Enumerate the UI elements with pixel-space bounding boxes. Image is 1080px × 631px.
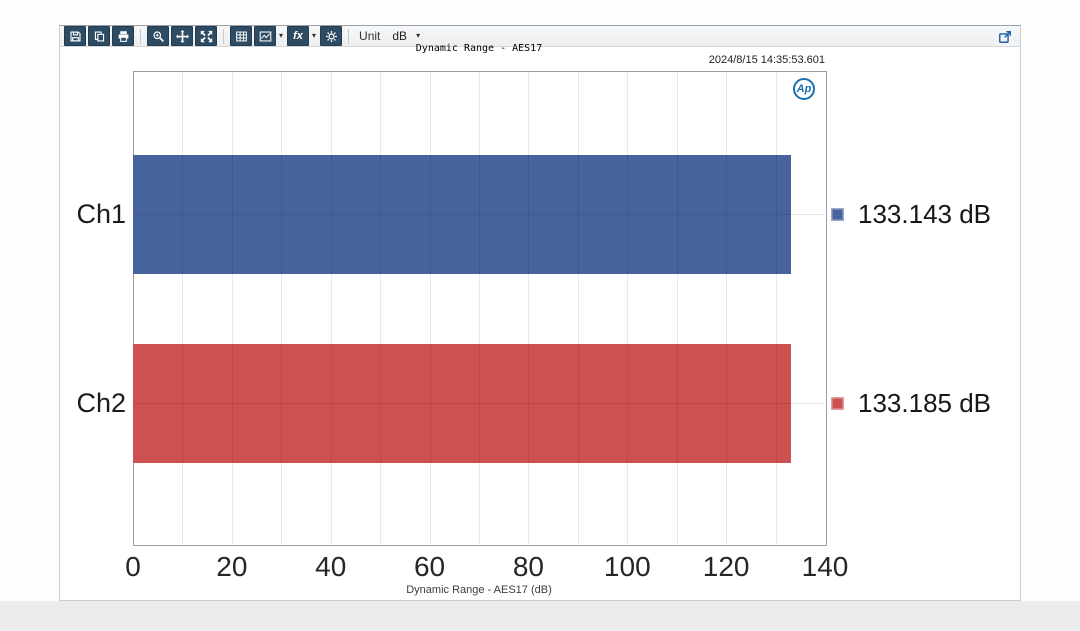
fit-to-window-button[interactable] [195, 26, 217, 46]
toolbar-separator [223, 28, 224, 44]
function-button[interactable]: fx [287, 26, 310, 46]
x-tick-label: 140 [801, 551, 849, 582]
timestamp: 2024/8/15 14:35:53.601 [708, 54, 825, 66]
gridline-vertical [479, 71, 480, 544]
x-axis-title: Dynamic Range - AES17 (dB) [406, 584, 552, 596]
graph-title: Dynamic Range - AES17 [415, 43, 543, 54]
pan-button[interactable] [171, 26, 193, 46]
gridline-vertical [528, 71, 530, 544]
print-button[interactable] [112, 26, 134, 46]
x-tick-label: 0 [125, 551, 141, 582]
gridline-vertical [726, 71, 728, 544]
function-dropdown-caret[interactable]: ▾ [312, 31, 317, 40]
gridline-vertical [330, 71, 332, 544]
plot-area[interactable] [133, 71, 827, 546]
gridline-vertical [627, 71, 629, 544]
unit-dropdown-caret: ▾ [416, 31, 421, 40]
gridline-vertical [676, 71, 678, 544]
gridline-vertical [429, 71, 431, 544]
legend-value-ch2: 133.185 dB [858, 388, 992, 418]
open-in-new-window-button[interactable] [995, 28, 1015, 46]
settings-button[interactable] [320, 26, 343, 46]
x-tick-label: 100 [603, 551, 651, 582]
zoom-button[interactable] [147, 26, 169, 46]
open-in-new-icon [999, 31, 1011, 43]
graph-type-button[interactable] [254, 26, 276, 46]
category-label-ch2: Ch2 [76, 388, 126, 418]
fx-icon: fx [293, 30, 303, 42]
unit-value: dB [392, 29, 408, 43]
category-label-ch1: Ch1 [76, 199, 126, 229]
legend-marker-ch2 [831, 397, 844, 410]
gridline-vertical [577, 71, 579, 544]
graph-type-dropdown-caret[interactable]: ▾ [279, 31, 284, 40]
bottom-strip [0, 601, 1080, 631]
x-tick-label: 60 [413, 551, 446, 582]
gridline-horizontal [133, 214, 825, 215]
data-table-button[interactable] [230, 26, 252, 46]
gridline-vertical [775, 71, 777, 544]
bar-ch1 [133, 154, 792, 274]
copy-image-button[interactable] [88, 26, 110, 46]
save-button[interactable] [64, 26, 86, 46]
x-tick-label: 20 [216, 551, 248, 582]
legend-marker-ch1 [831, 208, 844, 221]
toolbar-separator [348, 28, 350, 44]
ap-logo: Ap [793, 78, 815, 100]
x-tick-label: 120 [702, 551, 750, 582]
gridline-vertical [281, 71, 283, 544]
legend-value-ch1: 133.143 dB [858, 199, 992, 229]
toolbar-separator [140, 28, 141, 44]
gridline-vertical [380, 71, 382, 544]
unit-label: Unit [359, 29, 381, 43]
graph-toolbar: ▾ fx ▾ Unit dB ▾ [60, 26, 1020, 47]
gridline-horizontal [133, 403, 825, 404]
x-tick-label: 80 [512, 551, 544, 582]
gridline-vertical [231, 71, 233, 544]
x-tick-label: 40 [315, 551, 347, 582]
bar-ch2 [133, 343, 792, 463]
gridline-vertical [182, 71, 184, 544]
unit-dropdown[interactable]: dB ▾ [388, 26, 426, 46]
